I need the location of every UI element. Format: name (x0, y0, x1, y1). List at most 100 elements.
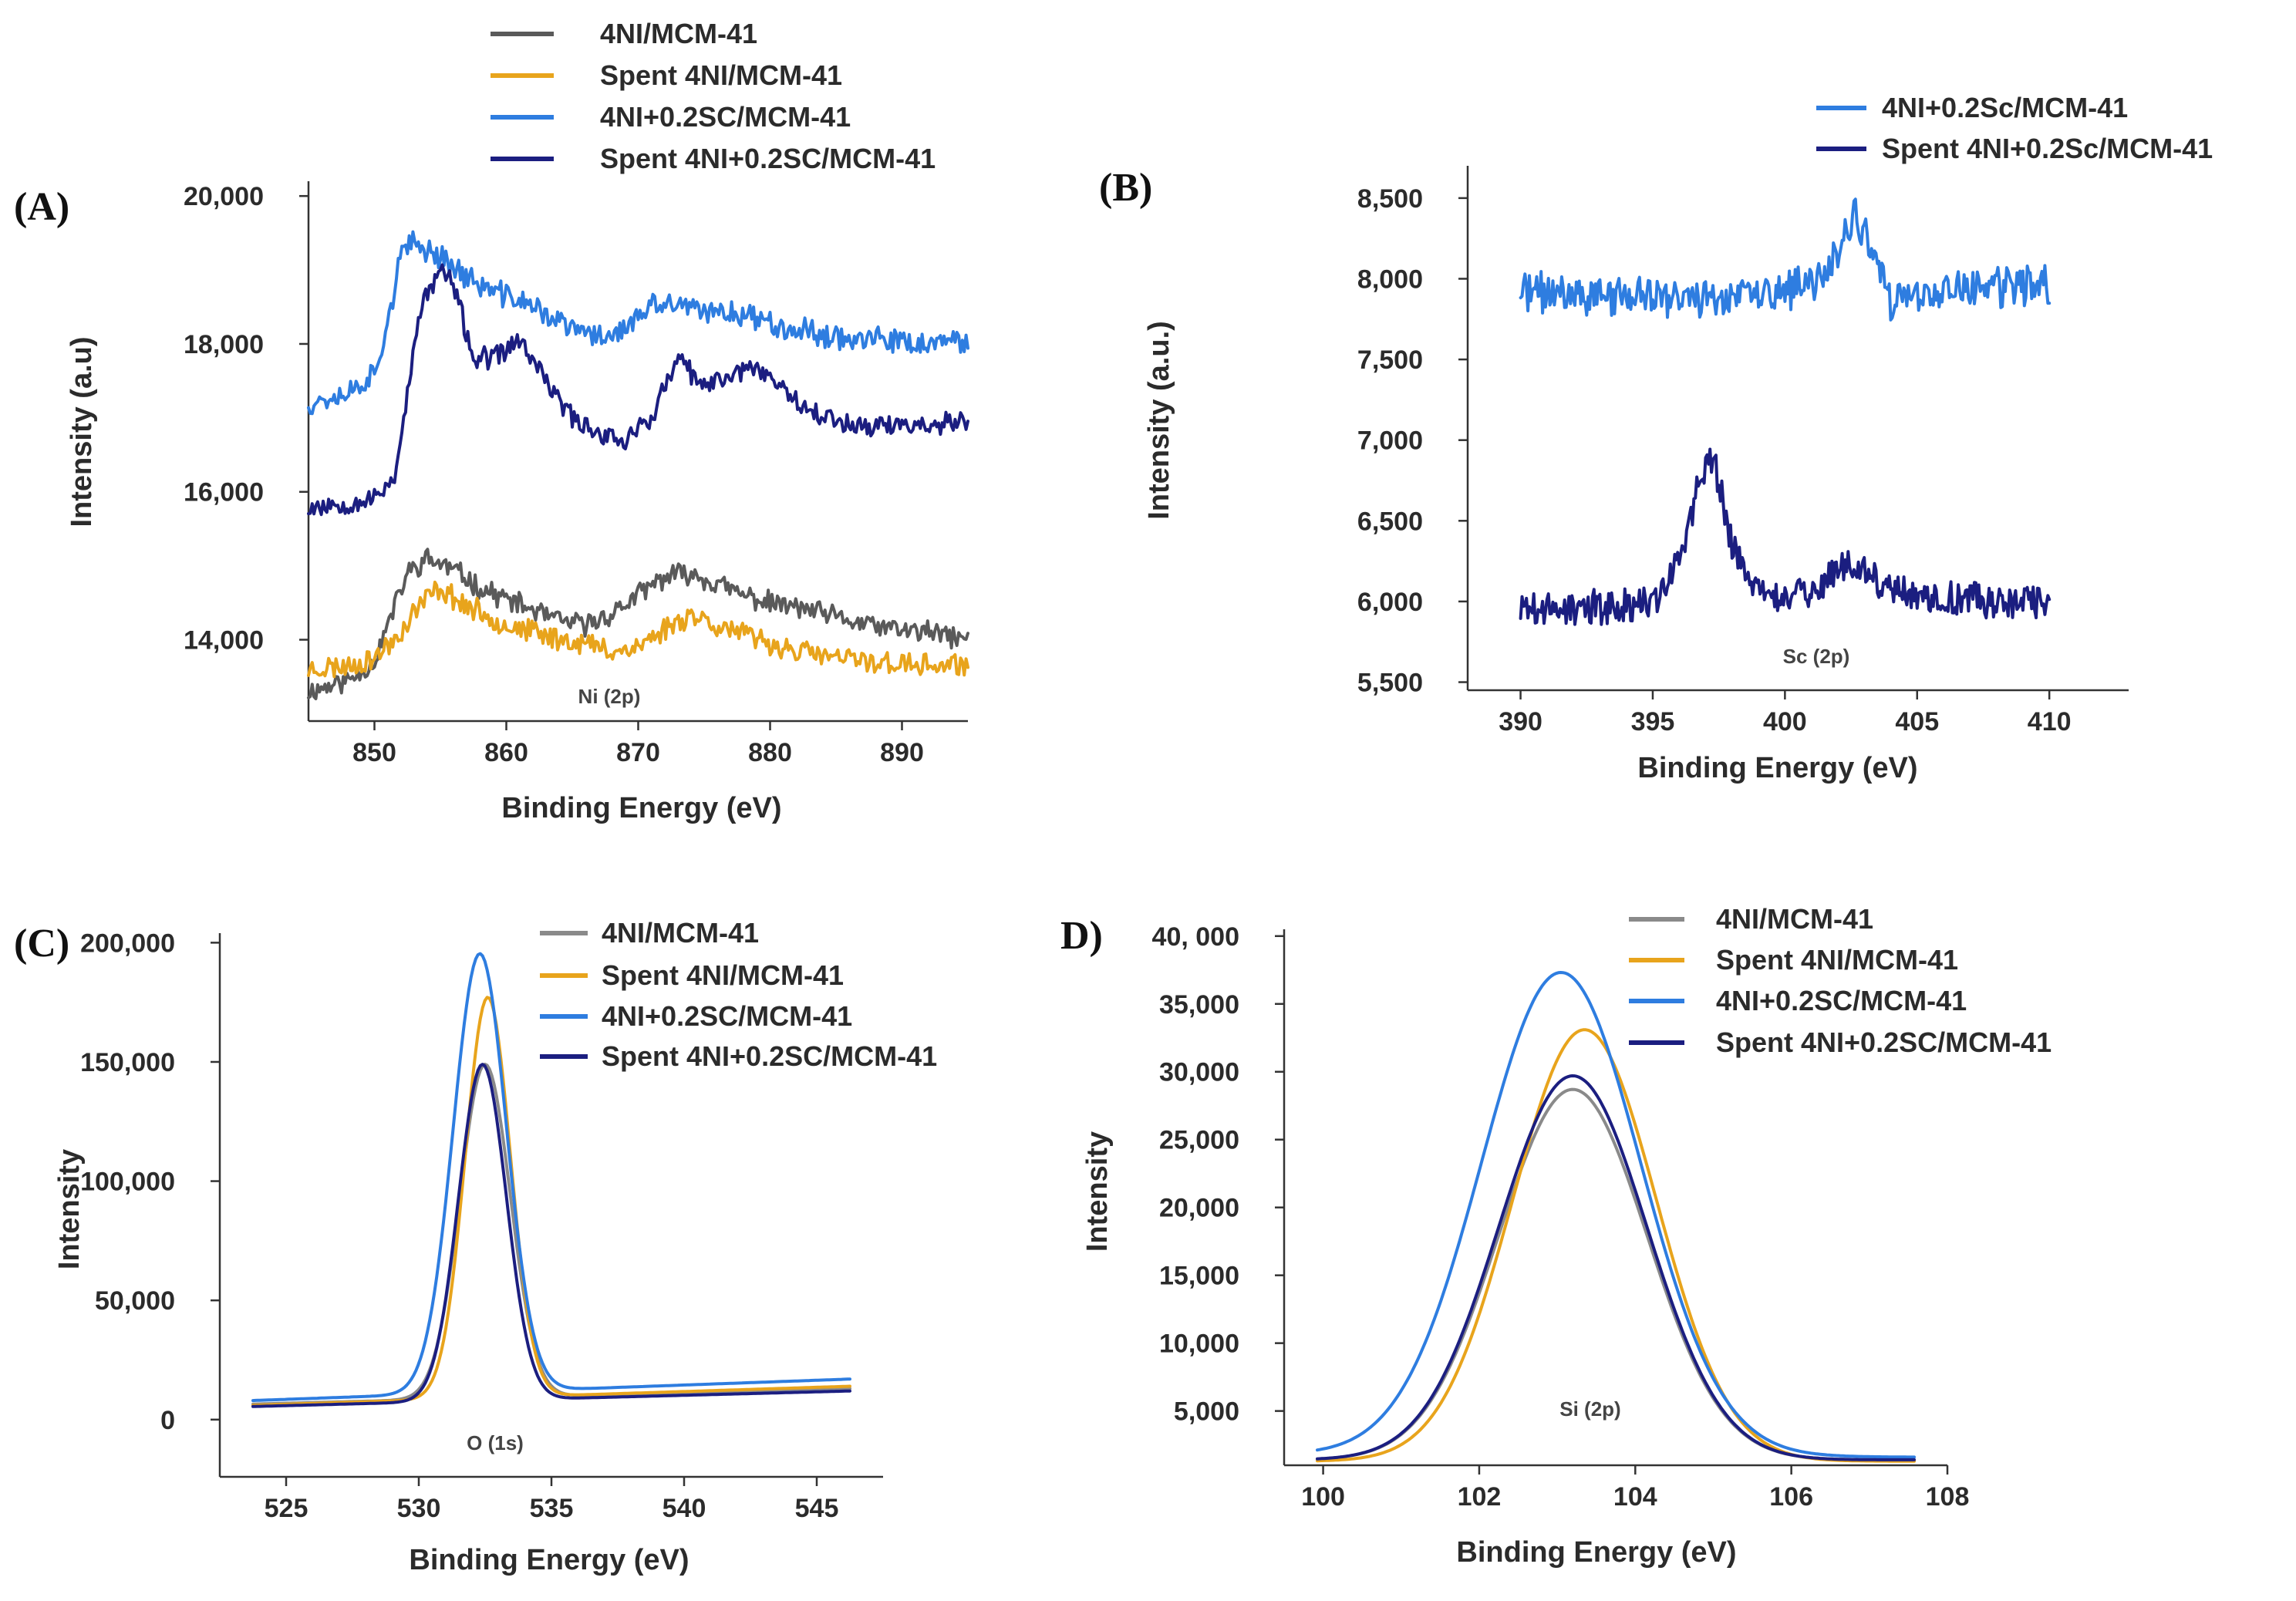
panel-c-xlabel: Binding Energy (eV) (409, 1544, 689, 1576)
y-tick-label: 100,000 (80, 1168, 175, 1197)
panel-b-label: (B) (1099, 166, 1152, 210)
y-tick-label: 18,000 (184, 330, 264, 359)
y-tick-label: 40, 000 (1152, 922, 1239, 952)
panel-c-ylabel: Intensity (53, 1149, 86, 1269)
panel-a-plot: 850 860 870 880 890 14,000 16,000 18,000 20,000 (184, 182, 969, 767)
x-tick-label: 400 (1763, 707, 1807, 736)
x-tick-label: 100 (1301, 1482, 1345, 1512)
panel-d-ylabel: Intensity (1081, 1131, 1114, 1252)
y-tick-label: 14,000 (184, 626, 264, 656)
panel-b-axes (1466, 166, 2129, 692)
x-tick-label: 850 (352, 738, 396, 767)
panel-b-ylabel: Intensity (a.u.) (1143, 321, 1175, 520)
x-tick-label: 525 (265, 1494, 308, 1523)
legend-label: 4NI/MCM-41 (602, 917, 759, 949)
panel-d: D) Intensity Binding Energy (eV) Si (2p)… (1060, 903, 2052, 1569)
y-tick-label: 20,000 (1159, 1194, 1239, 1223)
y-tick-label: 8,000 (1357, 265, 1423, 294)
panel-a-label: (A) (14, 185, 69, 229)
panel-b: (B) Intensity (a.u.) Binding Energy (eV)… (1099, 92, 2213, 784)
panel-d-annotation: Si (2p) (1559, 1397, 1620, 1421)
y-tick-label: 0 (160, 1406, 175, 1435)
y-tick-label: 30,000 (1159, 1058, 1239, 1087)
panel-a-xlabel: Binding Energy (eV) (501, 792, 781, 824)
series-line (1316, 971, 1916, 1459)
x-tick-label: 410 (2028, 707, 2072, 736)
y-tick-label: 15,000 (1159, 1262, 1239, 1291)
y-tick-label: 5,000 (1174, 1397, 1239, 1427)
legend-label: Spent 4NI/MCM-41 (600, 59, 842, 91)
legend-label: Spent 4NI/MCM-41 (602, 959, 844, 991)
x-tick-label: 405 (1895, 707, 1939, 736)
series-line (307, 548, 969, 700)
y-tick-label: 7,000 (1357, 426, 1423, 456)
y-tick-label: 10,000 (1159, 1330, 1239, 1359)
panel-c-label: (C) (14, 922, 69, 966)
legend-label: Spent 4NI/MCM-41 (1716, 944, 1958, 976)
x-tick-label: 104 (1613, 1482, 1657, 1512)
y-tick-label: 200,000 (80, 929, 175, 958)
panel-b-plot: 390 395 400 405 410 5,500 6,000 6,500 7,000 7,500… (1357, 184, 2072, 736)
y-tick-label: 35,000 (1159, 990, 1239, 1020)
x-tick-label: 535 (530, 1494, 574, 1523)
panel-c: (C) Intensity Binding Energy (eV) O (1s)… (14, 917, 937, 1576)
legend-label: Spent 4NI+0.2SC/MCM-41 (600, 143, 936, 174)
panel-d-label: D) (1060, 914, 1103, 958)
panel-c-annotation: O (1s) (467, 1431, 524, 1454)
y-tick-label: 8,500 (1357, 184, 1423, 214)
legend-label: 4NI/MCM-41 (600, 18, 757, 49)
legend-label: 4NI+0.2Sc/MCM-41 (1882, 92, 2128, 123)
panel-c-legend: 4NI/MCM-41 Spent 4NI/MCM-41 4NI+0.2SC/MC… (540, 917, 937, 1072)
panel-a-annotation: Ni (2p) (578, 685, 641, 708)
legend-label: Spent 4NI+0.2SC/MCM-41 (602, 1040, 937, 1072)
panel-d-plot: 100 102 104 106 108 5,000 10,000 15,000 20,000 25… (1152, 922, 1970, 1512)
series-line (307, 580, 969, 679)
legend-label: 4NI+0.2SC/MCM-41 (600, 101, 851, 133)
legend-label: 4NI+0.2SC/MCM-41 (602, 1000, 852, 1032)
y-tick-label: 50,000 (95, 1286, 175, 1316)
legend-label: 4NI+0.2SC/MCM-41 (1716, 985, 1967, 1016)
panel-b-annotation: Sc (2p) (1783, 645, 1850, 668)
x-tick-label: 530 (397, 1494, 441, 1523)
series-line (251, 996, 851, 1407)
x-tick-label: 545 (795, 1494, 839, 1523)
x-tick-label: 880 (748, 738, 792, 767)
y-tick-label: 7,500 (1357, 345, 1423, 375)
panel-d-xlabel: Binding Energy (eV) (1456, 1536, 1736, 1569)
legend-label: 4NI/MCM-41 (1716, 903, 1873, 935)
x-tick-label: 395 (1631, 707, 1675, 736)
y-tick-label: 150,000 (80, 1048, 175, 1077)
series-line (307, 230, 969, 416)
panel-b-xlabel: Binding Energy (eV) (1637, 752, 1917, 784)
panel-d-legend: 4NI/MCM-41 Spent 4NI/MCM-41 4NI+0.2SC/MC… (1629, 903, 2052, 1058)
x-tick-label: 870 (616, 738, 660, 767)
y-tick-label: 16,000 (184, 478, 264, 507)
x-tick-label: 108 (1926, 1482, 1970, 1512)
x-tick-label: 390 (1499, 707, 1542, 736)
y-tick-label: 5,500 (1357, 669, 1423, 698)
legend-label: Spent 4NI+0.2Sc/MCM-41 (1882, 133, 2213, 164)
x-tick-label: 860 (484, 738, 528, 767)
panel-a: (A) Intensity (a.u) Binding Energy (eV) … (14, 18, 969, 824)
y-tick-label: 20,000 (184, 182, 264, 211)
legend-label: Spent 4NI+0.2SC/MCM-41 (1716, 1026, 2052, 1058)
panel-b-legend: 4NI+0.2Sc/MCM-41 Spent 4NI+0.2Sc/MCM-41 (1816, 92, 2213, 164)
panel-a-ylabel: Intensity (a.u) (66, 336, 98, 527)
y-tick-label: 6,000 (1357, 588, 1423, 617)
x-tick-label: 540 (663, 1494, 706, 1523)
x-tick-label: 102 (1458, 1482, 1502, 1512)
panel-d-axes (1283, 929, 1947, 1467)
series-line (251, 952, 851, 1403)
series-line (1316, 1074, 1916, 1461)
series-line (1519, 447, 2052, 626)
series-line (1519, 197, 2052, 322)
y-tick-label: 6,500 (1357, 507, 1423, 536)
x-tick-label: 890 (880, 738, 924, 767)
series-line (251, 1063, 851, 1408)
y-tick-label: 25,000 (1159, 1126, 1239, 1155)
x-tick-label: 106 (1769, 1482, 1813, 1512)
panel-a-legend: 4NI/MCM-41 Spent 4NI/MCM-41 4NI+0.2SC/MC… (491, 18, 936, 174)
panel-c-plot: 525 530 535 540 545 0 50,000 100,000 150,000 200,… (80, 929, 851, 1523)
series-line (307, 263, 969, 517)
